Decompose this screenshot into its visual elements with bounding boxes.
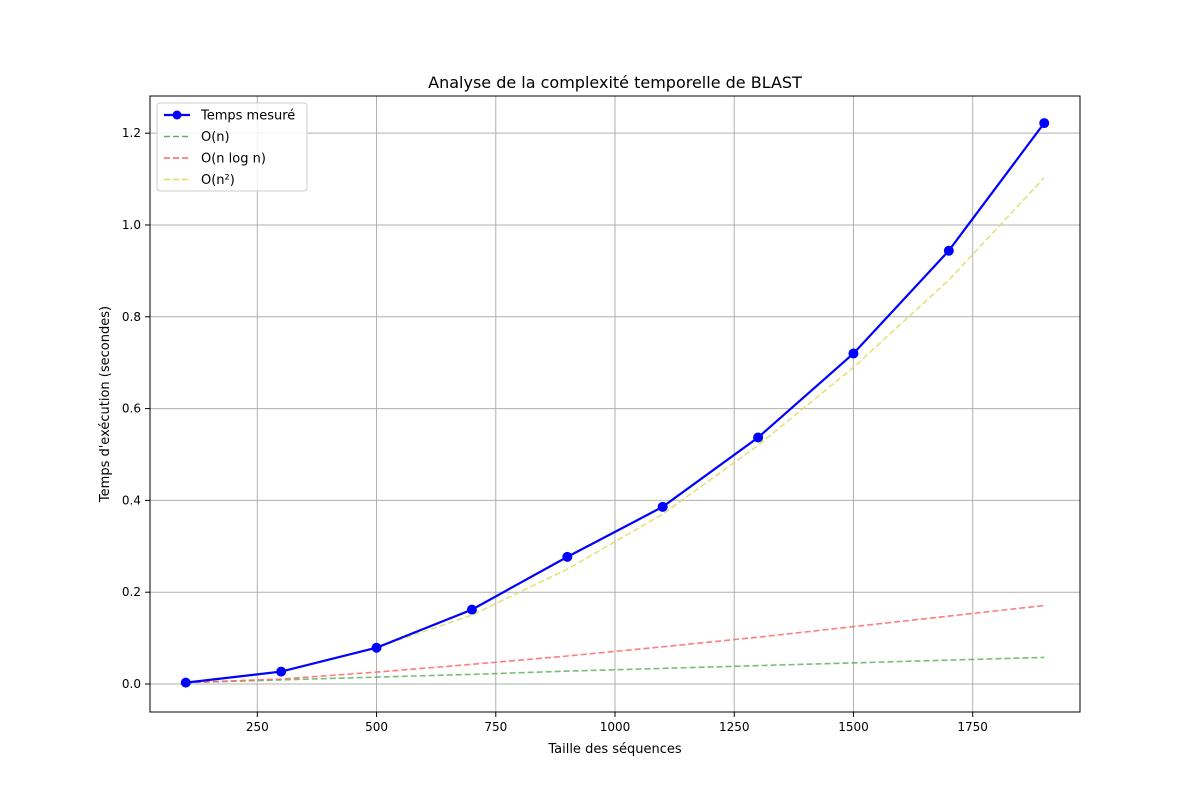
- data-point: [848, 348, 859, 359]
- ticks: 250 500 750 1000 1250 1500 1750 0.0 0.2 0.4 0.6 0.8…: [122, 126, 988, 734]
- x-axis-title: Taille des séquences: [547, 742, 682, 757]
- legend-label: O(n): [201, 130, 230, 145]
- y-tick-label: 0.6: [122, 402, 141, 416]
- x-tick-label: 1000: [600, 720, 631, 734]
- data-point: [1039, 118, 1050, 129]
- series-layer: [180, 118, 1050, 688]
- y-tick-label: 0.2: [122, 585, 141, 599]
- y-tick-label: 1.2: [122, 126, 141, 140]
- x-tick-label: 250: [246, 720, 269, 734]
- legend-label: O(n log n): [201, 152, 266, 167]
- series-line-o-n: [185, 656, 1045, 684]
- data-point: [371, 642, 382, 653]
- y-axis-title: Temps d'exécution (secondes): [98, 306, 113, 503]
- data-point: [943, 245, 954, 256]
- y-tick-label: 0.0: [122, 677, 141, 691]
- x-tick-label: 500: [365, 720, 388, 734]
- data-point: [466, 604, 477, 615]
- legend-box: [156, 102, 308, 192]
- data-point: [753, 432, 764, 443]
- data-point: [180, 677, 191, 688]
- legend-marker: [172, 110, 182, 120]
- data-point: [562, 551, 573, 562]
- legend: Temps mesuré O(n) O(n log n) O(n²): [156, 102, 308, 192]
- series-line-temps-mesur: [185, 122, 1046, 684]
- y-tick-label: 1.0: [122, 218, 141, 232]
- grid: [150, 96, 1080, 712]
- legend-label: O(n²): [201, 173, 235, 188]
- legend-label: Temps mesuré: [200, 109, 295, 124]
- x-tick-label: 750: [484, 720, 507, 734]
- x-tick-label: 1250: [719, 720, 750, 734]
- data-point: [657, 501, 668, 512]
- x-tick-label: 1750: [957, 720, 988, 734]
- y-tick-label: 0.8: [122, 310, 141, 324]
- data-point: [276, 666, 287, 677]
- chart-title: Analyse de la complexité temporelle de B…: [428, 73, 802, 92]
- x-tick-label: 1500: [838, 720, 869, 734]
- y-tick-label: 0.4: [122, 493, 141, 507]
